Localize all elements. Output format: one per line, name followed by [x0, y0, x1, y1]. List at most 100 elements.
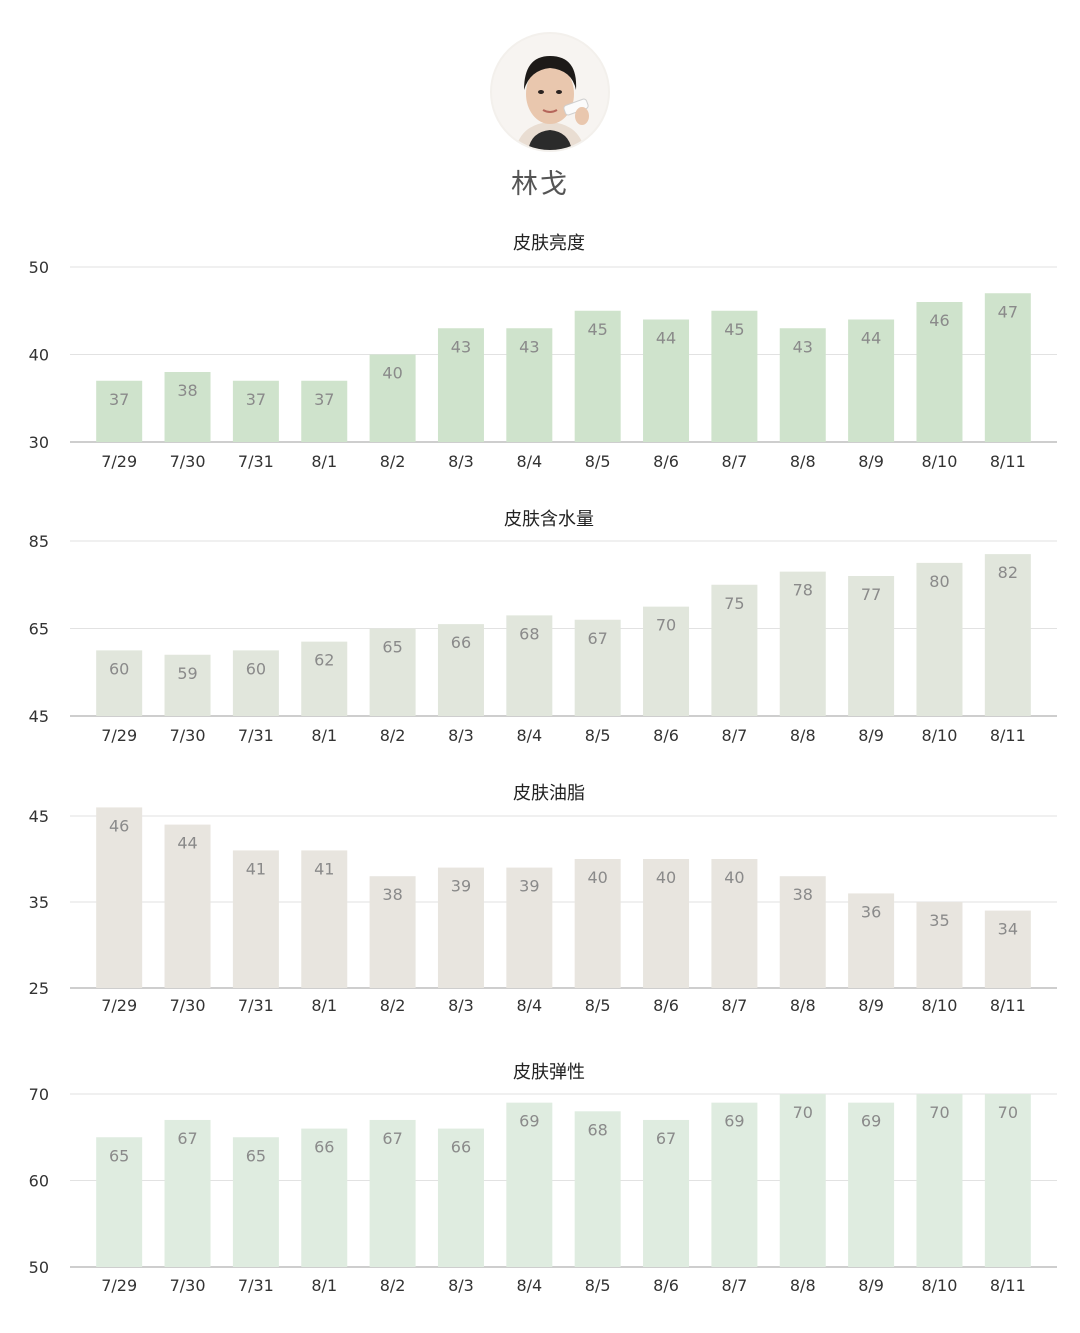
bar: [574, 310, 621, 442]
y-tick-label: 50: [29, 258, 49, 277]
y-tick-label: 35: [29, 893, 49, 912]
chart-oil: 皮肤油脂 25 35 45 46 7/29 44 7/30 41 7/31 41 8/1 38 8/2 39…: [29, 783, 1057, 1015]
bar-value-label: 40: [656, 868, 676, 887]
x-tick-label: 8/5: [585, 726, 611, 745]
bar: [232, 1137, 279, 1267]
x-tick-label: 7/31: [238, 452, 274, 471]
bar-value-label: 44: [656, 329, 676, 348]
bar: [164, 372, 211, 442]
bar-value-label: 44: [861, 329, 881, 348]
chart-title: 皮肤油脂: [513, 783, 585, 804]
bar: [574, 619, 621, 716]
x-tick-label: 8/11: [990, 726, 1026, 745]
y-tick-label: 65: [29, 620, 49, 639]
bar: [711, 1102, 758, 1267]
x-tick-label: 8/2: [380, 1276, 406, 1295]
x-tick-label: 8/6: [653, 996, 679, 1015]
bar: [574, 859, 621, 988]
x-tick-label: 8/1: [311, 1276, 337, 1295]
bar-value-label: 66: [314, 1138, 334, 1157]
x-tick-label: 7/30: [170, 1276, 206, 1295]
bar-value-label: 70: [998, 1103, 1018, 1122]
bar: [301, 380, 348, 442]
x-tick-label: 8/10: [921, 996, 957, 1015]
bar-value-label: 39: [451, 877, 471, 896]
x-tick-label: 8/8: [790, 452, 816, 471]
x-tick-label: 8/7: [722, 726, 748, 745]
bar: [711, 584, 758, 716]
bar: [369, 876, 416, 988]
bar-value-label: 45: [587, 320, 607, 339]
bar-value-label: 47: [998, 302, 1018, 321]
bar: [506, 328, 553, 442]
y-tick-label: 60: [29, 1172, 49, 1191]
bar: [506, 615, 553, 716]
x-tick-label: 7/29: [101, 1276, 137, 1295]
x-tick-label: 8/4: [516, 726, 542, 745]
x-tick-label: 8/2: [380, 726, 406, 745]
bar-value-label: 43: [793, 337, 813, 356]
bar-value-label: 70: [793, 1103, 813, 1122]
bar: [96, 1137, 143, 1267]
bar-value-label: 67: [587, 629, 607, 648]
bar: [916, 902, 963, 988]
bar-value-label: 82: [998, 563, 1018, 582]
y-tick-label: 30: [29, 433, 49, 452]
x-tick-label: 8/10: [921, 1276, 957, 1295]
bar: [643, 1119, 690, 1267]
x-tick-label: 8/7: [722, 1276, 748, 1295]
x-tick-label: 8/6: [653, 452, 679, 471]
bar-value-label: 70: [656, 616, 676, 635]
y-tick-label: 45: [29, 807, 49, 826]
bar: [96, 807, 143, 988]
chart-brightness: 皮肤亮度 30 40 50 37 7/29 38 7/30 37 7/31 37 8/1 40 8/2 43…: [29, 233, 1057, 471]
bar-value-label: 37: [246, 390, 266, 409]
bar: [711, 310, 758, 442]
bar: [984, 910, 1031, 988]
bar-value-label: 65: [109, 1146, 129, 1165]
bar-value-label: 44: [177, 834, 197, 853]
x-tick-label: 8/5: [585, 1276, 611, 1295]
chart-title: 皮肤弹性: [513, 1062, 585, 1083]
bar: [506, 867, 553, 988]
x-tick-label: 8/10: [921, 726, 957, 745]
bar: [574, 1111, 621, 1267]
bar: [643, 859, 690, 988]
bar-value-label: 41: [314, 859, 334, 878]
bar: [301, 641, 348, 716]
x-tick-label: 7/31: [238, 1276, 274, 1295]
bar: [916, 302, 963, 442]
x-tick-label: 8/6: [653, 1276, 679, 1295]
x-tick-label: 8/3: [448, 996, 474, 1015]
bar: [848, 893, 895, 988]
x-tick-label: 8/8: [790, 996, 816, 1015]
bar-value-label: 68: [519, 624, 539, 643]
x-tick-label: 8/4: [516, 996, 542, 1015]
bar-value-label: 59: [177, 664, 197, 683]
x-tick-label: 8/9: [858, 726, 884, 745]
bar-value-label: 67: [656, 1129, 676, 1148]
x-tick-label: 8/6: [653, 726, 679, 745]
bar-value-label: 75: [724, 594, 744, 613]
chart-elasticity: 皮肤弹性 50 60 70 65 7/29 67 7/30 65 7/31 66 8/1 67 8/2 66…: [29, 1062, 1057, 1295]
y-tick-label: 25: [29, 979, 49, 998]
bar: [848, 576, 895, 716]
bar: [96, 380, 143, 442]
x-tick-label: 8/3: [448, 726, 474, 745]
bar-value-label: 67: [177, 1129, 197, 1148]
bar: [916, 562, 963, 716]
bar: [779, 876, 826, 988]
x-tick-label: 8/4: [516, 452, 542, 471]
bar: [369, 628, 416, 716]
bar: [779, 328, 826, 442]
bar: [232, 380, 279, 442]
bar-value-label: 41: [246, 859, 266, 878]
bar: [96, 650, 143, 716]
bar-value-label: 38: [382, 885, 402, 904]
bar: [643, 319, 690, 442]
bar-value-label: 67: [382, 1129, 402, 1148]
bar-value-label: 60: [246, 659, 266, 678]
x-tick-label: 8/1: [311, 996, 337, 1015]
x-tick-label: 7/30: [170, 726, 206, 745]
